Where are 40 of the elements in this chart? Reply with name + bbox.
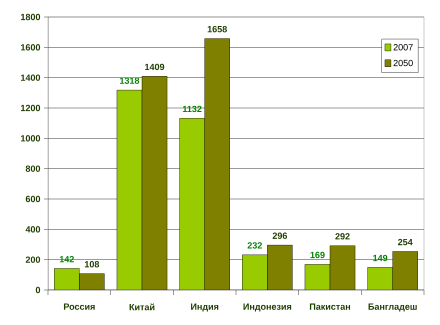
data-label: 1318 <box>120 78 140 84</box>
data-label: 254 <box>398 238 413 246</box>
data-label: 232 <box>248 242 262 249</box>
x-tick-label: Индонезия <box>244 304 292 312</box>
bar <box>179 118 205 290</box>
data-label: 108 <box>84 261 100 268</box>
bar <box>204 38 230 290</box>
bar <box>116 90 142 290</box>
data-label: 1409 <box>145 64 164 70</box>
bar <box>367 267 393 290</box>
data-label: 292 <box>335 233 350 240</box>
x-tick-label: Россия <box>64 304 95 310</box>
bar <box>330 246 356 290</box>
x-tick-label: Пакистан <box>310 304 350 310</box>
y-tick-label: 1000 <box>21 135 40 142</box>
bar <box>79 273 105 290</box>
x-tick-label: Индия <box>191 304 218 312</box>
bar <box>54 268 80 290</box>
x-tick-label: Китай <box>130 304 154 310</box>
bar <box>392 251 418 290</box>
y-tick-label: 800 <box>26 165 40 172</box>
data-label: 169 <box>310 252 325 258</box>
y-tick-label: 200 <box>26 256 40 263</box>
y-tick-label: 600 <box>26 196 40 202</box>
y-tick-label: 1400 <box>21 74 40 81</box>
data-label: 1658 <box>208 26 227 32</box>
data-label: 296 <box>272 232 288 239</box>
bar <box>142 76 168 290</box>
y-tick-label: 1600 <box>21 44 40 51</box>
bar <box>304 264 330 290</box>
legend-label: 2007 <box>394 44 413 50</box>
y-tick-label: 400 <box>26 226 40 233</box>
bar <box>267 244 293 290</box>
y-tick-label: 1200 <box>21 104 40 112</box>
x-tick-label: Бангладеш <box>368 304 417 312</box>
y-tick-label: 0 <box>36 286 40 294</box>
bar <box>242 254 268 290</box>
data-label: 1132 <box>182 106 202 112</box>
legend-label: 2050 <box>394 60 413 66</box>
y-tick-label: 1800 <box>21 14 40 20</box>
